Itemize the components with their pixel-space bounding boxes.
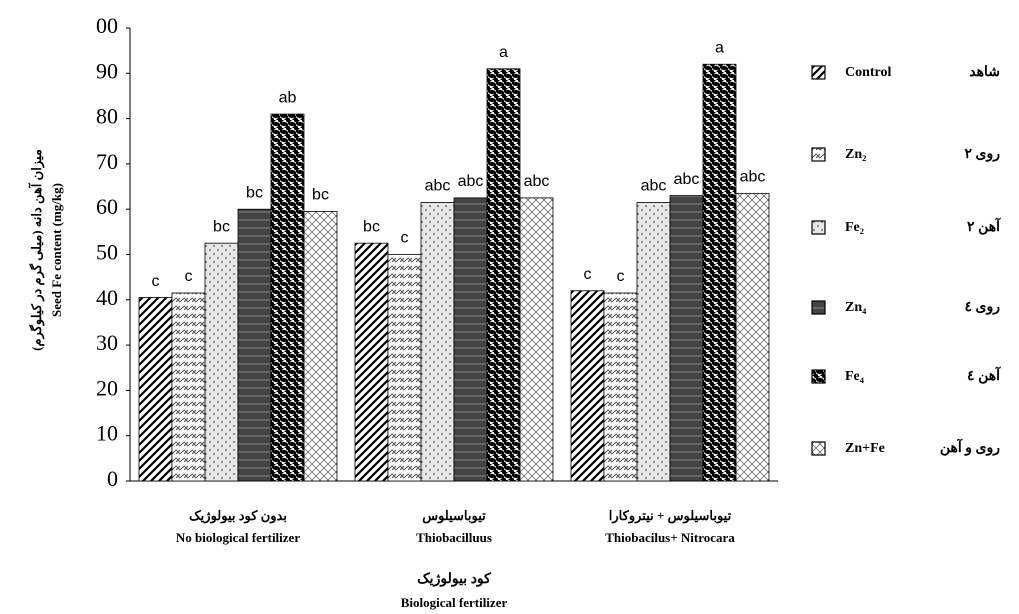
bar [387, 254, 422, 482]
bar [303, 211, 338, 482]
legend-swatch [811, 65, 826, 80]
y-tick-label: 60 [96, 194, 118, 219]
bar [138, 297, 173, 482]
y-tick-label: 80 [96, 104, 118, 129]
x-axis-label-fa: کود بیولوژیک [417, 571, 491, 587]
x-tick-label: Thiobacilus+ Nitrocara [605, 530, 735, 545]
legend-label: Fe₄ [845, 369, 865, 384]
legend-label-fa: آهن ۲ [967, 217, 1001, 235]
bar [603, 292, 638, 482]
bar [171, 292, 206, 482]
x-tick-label-fa: تیوباسیلوس [422, 508, 486, 524]
y-tick-label: 0 [107, 466, 118, 491]
bar [636, 202, 671, 482]
significance-letter: abc [524, 173, 550, 190]
significance-letter: c [617, 268, 625, 285]
y-tick-label: 30 [96, 330, 118, 355]
significance-letter: bc [213, 218, 230, 235]
significance-letter: abc [740, 169, 766, 186]
significance-letter: bc [363, 218, 380, 235]
y-tick-label: 50 [96, 240, 118, 265]
legend-label-fa: روی ۲ [964, 147, 1000, 162]
legend-label: Fe₂ [845, 220, 864, 235]
legend-label: Control [845, 65, 892, 80]
legend-label-fa: روی و آهن [940, 438, 1000, 456]
x-tick-label-fa: بدون کود بیولوژیک [189, 508, 287, 524]
bar [453, 197, 488, 482]
y-tick-label: 90 [96, 58, 118, 83]
bar [420, 202, 455, 482]
x-tick-label: Thiobacilluus [416, 530, 492, 545]
y-tick-label: 40 [96, 285, 118, 310]
bar [204, 242, 239, 482]
y-tick-label: 00 [96, 13, 118, 38]
bar [270, 113, 305, 482]
x-axis-label: Biological fertilizer [401, 595, 508, 610]
legend-swatch [811, 369, 826, 384]
legend-swatch [811, 220, 826, 235]
y-tick-label: 70 [96, 149, 118, 174]
significance-letter: abc [674, 171, 700, 188]
legend-label: Zn₂ [845, 147, 866, 162]
legend-label-fa: آهن ٤ [967, 366, 1001, 384]
significance-letter: abc [425, 178, 451, 195]
legend-swatch [811, 300, 826, 315]
significance-letter: c [584, 266, 592, 283]
x-tick-label-fa: تیوباسیلوس + نیتروکارا [609, 508, 732, 524]
bar [519, 197, 554, 482]
y-axis-label-fa: میزان آهن دانه (میلی گرم در کیلوگرم) [28, 149, 45, 351]
y-tick-label: 10 [96, 421, 118, 446]
bar [486, 68, 521, 482]
significance-letter: bc [246, 184, 263, 201]
y-axis-label: Seed Fe content (mg/kg) [49, 183, 64, 317]
legend-swatch [811, 441, 826, 456]
significance-letter: c [401, 230, 409, 247]
bar [669, 195, 704, 482]
legend-swatch [811, 147, 826, 162]
legend-label-fa: شاهد [969, 65, 1000, 80]
legend-label: Zn+Fe [845, 441, 885, 456]
bar [702, 63, 737, 482]
significance-letter: abc [458, 173, 484, 190]
x-tick-label: No biological fertilizer [176, 530, 300, 545]
significance-letter: a [499, 44, 508, 61]
significance-letter: ab [279, 89, 297, 106]
y-tick-label: 20 [96, 375, 118, 400]
bar [735, 192, 770, 482]
bar [354, 242, 389, 482]
bar [570, 290, 605, 482]
legend-label: Zn₄ [845, 300, 867, 315]
significance-letter: c [185, 268, 193, 285]
significance-letter: c [152, 273, 160, 290]
significance-letter: a [715, 39, 724, 56]
significance-letter: bc [312, 187, 329, 204]
legend-label-fa: روی ٤ [964, 300, 1000, 315]
bar [237, 208, 272, 482]
significance-letter: abc [641, 178, 667, 195]
